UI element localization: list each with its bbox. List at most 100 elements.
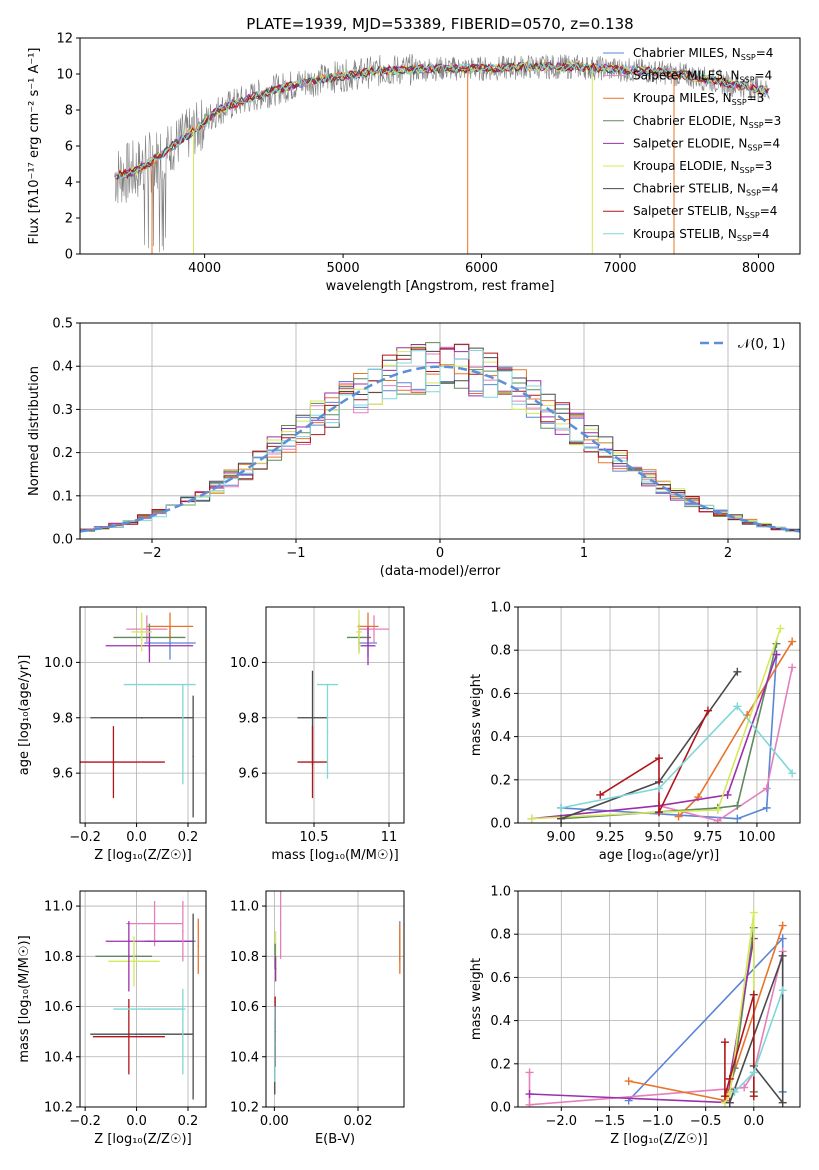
age-weight-marker <box>772 650 781 659</box>
Z-mass-point <box>122 955 125 958</box>
Z-weight-xtick-label: −0.5 <box>690 1114 722 1129</box>
ebv-mass-point <box>273 1043 276 1046</box>
Z-age-point <box>192 755 194 758</box>
Z-age-ytick-label: 9.6 <box>52 767 73 782</box>
spectrum-legend-entry: Kroupa ELODIE, NSSP=3 <box>633 159 772 175</box>
Z-weight-xlabel: Z [log₁₀(Z/Z☉)] <box>610 1132 707 1147</box>
age-weight-marker <box>723 790 732 799</box>
Z-weight-marker <box>720 1092 729 1101</box>
Z-weight-plot-area <box>518 891 800 1107</box>
Z-weight-marker <box>725 1074 734 1083</box>
residuals-panel: 𝒩(0, 1) −2 −1 0 1 2 0.0 0.1 0.2 0.3 0.4 0.5 (data-mo… <box>27 317 801 579</box>
Z-age-point <box>182 733 184 736</box>
age-weight-ytick-label: 0.4 <box>490 730 511 745</box>
age-weight-marker <box>596 790 605 799</box>
Z-weight-xtick-label: 0.0 <box>743 1114 764 1129</box>
Z-age-xtick-label: 0.0 <box>126 830 147 845</box>
age-weight-xtick-label: 9.50 <box>645 830 674 845</box>
age-weight-series-line <box>560 705 793 809</box>
residuals-ytick-label: 0.0 <box>52 533 73 548</box>
Z-weight-marker <box>778 951 787 960</box>
Z-weight-ytick-label: 1.0 <box>490 885 511 900</box>
ebv-mass-point <box>399 947 401 950</box>
Z-weight-marker <box>749 1092 758 1101</box>
age-weight-marker <box>776 624 785 633</box>
residuals-ytick-label: 0.5 <box>52 317 73 332</box>
age-weight-ytick-label: 1.0 <box>490 601 511 616</box>
spectrum-ytick-label: 12 <box>56 32 73 47</box>
Z-weight-marker <box>720 1038 729 1047</box>
age-weight-xtick-label: 9.75 <box>693 830 722 845</box>
age-weight-ytick-label: 0.6 <box>490 687 511 702</box>
Z-age-point <box>148 644 151 647</box>
Z-weight-marker <box>778 1098 787 1107</box>
Z-mass-ylabel: mass [log₁₀(M/M☉)] <box>17 935 32 1062</box>
residuals-ytick-label: 0.4 <box>52 360 73 375</box>
age-weight-xlabel: age [log₁₀(age/yr)] <box>599 848 720 863</box>
age-weight-ytick-label: 0.0 <box>490 817 511 832</box>
Z-age-xtick-label: −0.2 <box>69 830 101 845</box>
age-weight-series-line <box>678 641 793 818</box>
Z-mass-point <box>153 922 156 925</box>
mass-age-point <box>367 644 369 647</box>
Z-weight-marker <box>525 1100 534 1107</box>
Z-weight-panel: −2.0 −1.5 −1.0 −0.5 0.0 0.0 0.2 0.4 0.6 0.8 1.0 Z [… <box>469 885 801 1147</box>
mass-age-ytick-label: 10.0 <box>230 656 259 671</box>
mass-age-xtick-label: 10.5 <box>300 830 329 845</box>
age-weight-panel: 9.00 9.25 9.50 9.75 10.00 0.0 0.2 0.4 0.6 0.8 1.0 a… <box>469 601 801 863</box>
residuals-plot-area <box>80 323 800 539</box>
Z-weight-frame <box>517 890 801 1108</box>
spectrum-xlabel: wavelength [Angstrom, rest frame] <box>326 279 555 294</box>
Z-weight-ytick-label: 0.0 <box>490 1101 511 1116</box>
age-weight-marker <box>527 814 536 823</box>
residuals-xtick-label: −2 <box>142 546 161 561</box>
spectrum-legend-entry: Salpeter MILES, NSSP=4 <box>633 69 772 85</box>
mass-age-point <box>311 716 314 719</box>
Z-weight-marker <box>725 1098 734 1107</box>
residuals-legend-entry: 𝒩(0, 1) <box>738 337 785 352</box>
residuals-histogram <box>80 343 800 531</box>
spectrum-legend-entry: Chabrier MILES, NSSP=4 <box>633 46 773 62</box>
age-weight-marker <box>762 784 771 793</box>
Z-weight-series-line <box>728 955 784 1106</box>
Z-mass-point <box>128 1035 130 1038</box>
age-weight-marker <box>788 663 797 672</box>
Z-mass-xlabel: Z [log₁₀(Z/Z☉)] <box>94 1132 191 1147</box>
Z-age-point <box>169 625 171 628</box>
Z-mass-frame <box>79 890 207 1108</box>
mass-age-xtick-label: 11 <box>381 830 398 845</box>
Z-mass-xtick-label: 0.0 <box>126 1114 147 1129</box>
figure-title: PLATE=1939, MJD=53389, FIBERID=0570, z=0… <box>246 15 633 33</box>
spectrum-legend-entry: Kroupa STELIB, NSSP=4 <box>633 227 770 243</box>
ebv-mass-ytick-label: 11.0 <box>230 900 259 915</box>
Z-mass-point <box>133 960 135 963</box>
Z-weight-marker <box>749 1068 758 1077</box>
residuals-xlabel: (data-model)/error <box>380 564 501 579</box>
Z-weight-xtick-label: −1.0 <box>642 1114 674 1129</box>
ebv-mass-frame <box>265 890 405 1108</box>
age-weight-xtick-label: 9.00 <box>547 830 576 845</box>
age-weight-marker <box>733 667 742 676</box>
spectrum-ylabel: Flux [fλ10⁻¹⁷ erg cm⁻² s⁻¹ A⁻¹] <box>27 48 42 245</box>
age-weight-marker <box>703 706 712 715</box>
ebv-mass-xtick-label: 0.00 <box>260 1114 289 1129</box>
age-weight-plot-area <box>518 607 800 823</box>
spectrum-panel: Chabrier MILES, NSSP=4 Salpeter MILES, NS… <box>27 32 801 294</box>
age-weight-marker <box>788 637 797 646</box>
spectrum-ytick-label: 2 <box>65 212 73 227</box>
mass-age-point <box>358 631 360 633</box>
spectrum-xtick-label: 4000 <box>188 261 221 276</box>
age-weight-xtick-label: 9.25 <box>596 830 625 845</box>
Z-weight-xtick-label: −1.5 <box>594 1114 626 1129</box>
spectrum-data-line <box>114 54 770 253</box>
age-weight-ytick-label: 0.2 <box>490 773 511 788</box>
ebv-mass-plot-area <box>266 891 404 1107</box>
Z-weight-marker <box>525 1090 534 1099</box>
age-weight-marker <box>557 814 566 823</box>
spectrum-ytick-label: 0 <box>65 248 73 263</box>
spectrum-legend-entry: Chabrier STELIB, NSSP=4 <box>633 182 779 198</box>
Z-weight-marker <box>624 1077 633 1086</box>
age-weight-marker <box>733 814 742 823</box>
age-weight-marker <box>713 806 722 815</box>
